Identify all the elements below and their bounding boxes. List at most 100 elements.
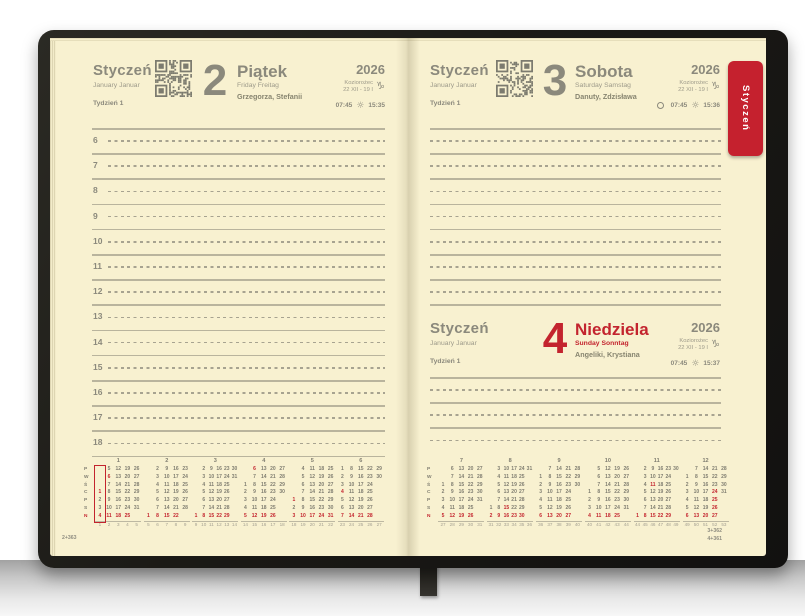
mini-day: 20 <box>556 512 562 519</box>
week-number: 47 <box>658 521 664 527</box>
mini-day <box>278 505 287 513</box>
mini-day: 20 <box>511 489 517 496</box>
mini-day: 22 <box>614 489 620 496</box>
mini-month-3: 3 2 9 16 23 30 3 10 17 24 31 4 11 18 25 5 12 19 26 6 13 20 27 7… <box>191 457 240 529</box>
month-tab-styczen[interactable]: Styczeń <box>728 61 763 156</box>
mini-month-row: 6 13 20 27 <box>338 505 384 513</box>
zodiac-range: 22 XII - 19 I <box>343 86 374 93</box>
mini-day <box>487 497 495 505</box>
mini-day: 7 <box>253 473 256 480</box>
ruled-line <box>430 377 721 379</box>
mini-day: 24 <box>224 473 230 480</box>
weekday-letter: W <box>427 474 432 480</box>
mini-day: 18 <box>216 481 222 488</box>
ruled-line <box>430 203 721 206</box>
mini-month-number: 11 <box>653 458 660 464</box>
week-number: 23 <box>339 521 345 527</box>
mini-day: 15 <box>702 473 709 480</box>
open-pages: Styczeń January Januar Tydzień 1 2 Piąte… <box>50 38 766 556</box>
mini-month-row: 1 8 15 22 29 <box>634 513 680 521</box>
day-name-translations: Sunday Sonntag <box>575 340 629 347</box>
week-number: 9 <box>183 521 187 527</box>
weekday-letter: W <box>84 474 89 480</box>
mini-day: 1 <box>243 481 247 488</box>
week-number: 34 <box>511 521 517 527</box>
week-number: 18 <box>279 521 285 527</box>
mini-day: 27 <box>477 466 483 472</box>
mini-month-number: 6 <box>359 458 363 464</box>
week-number: 14 <box>231 521 238 527</box>
mini-day: 13 <box>503 489 510 496</box>
mini-day <box>231 482 239 490</box>
ruled-line <box>92 354 385 357</box>
zodiac-name: Koziorożec <box>679 338 709 344</box>
mini-week-numbers: 36 37 38 39 40 <box>536 520 583 529</box>
mini-day: 12 <box>348 497 355 504</box>
mini-day: 19 <box>216 489 222 496</box>
mini-day: 4 <box>202 481 206 488</box>
mini-month-row: 4 11 18 25 <box>585 513 631 521</box>
mini-day <box>487 482 495 490</box>
dashed-writing-line <box>108 215 385 218</box>
mini-day <box>672 482 680 490</box>
sunrise-time: 07:45 <box>670 102 688 109</box>
sun-icon: ☼ <box>691 358 700 369</box>
mini-day <box>634 505 642 513</box>
mini-month-row: 7 14 21 28 <box>241 474 287 482</box>
backdrop-shadow <box>0 560 805 616</box>
mini-month-row: 1 8 15 22 <box>144 513 190 521</box>
year-label: 2026 <box>356 62 385 77</box>
mini-day: 14 <box>115 481 122 488</box>
mini-day <box>231 497 239 505</box>
mini-day: 4 <box>301 466 305 472</box>
mini-day: 5 <box>539 504 543 511</box>
week-number: 31 <box>488 521 494 527</box>
mini-month-row: 7 14 21 28 <box>438 474 484 482</box>
qr-code <box>496 60 533 97</box>
mini-day: 2 <box>685 481 689 488</box>
ruled-line <box>430 279 721 281</box>
mini-day: 21 <box>216 504 222 511</box>
mini-day: 28 <box>367 512 373 519</box>
mini-month-number: 12 <box>702 458 709 464</box>
mini-day: 24 <box>565 489 572 496</box>
mini-month-row: 4 11 18 25 <box>95 513 141 521</box>
mini-day: 17 <box>458 497 465 504</box>
week-number: 32 <box>496 521 502 527</box>
mini-day <box>192 489 200 497</box>
mini-day: 27 <box>367 504 373 511</box>
sun-times: 07:45 ☼ 15:36 <box>656 101 720 110</box>
dashed-writing-line <box>108 140 385 142</box>
mini-day: 10 <box>300 512 306 519</box>
mini-month-row: 1 8 15 22 29 <box>192 513 238 521</box>
week-number: 5 <box>147 521 150 527</box>
mini-day: 4 <box>441 504 445 511</box>
mini-day: 30 <box>477 489 483 496</box>
mini-day: 8 <box>548 473 552 480</box>
mini-day: 15 <box>357 466 364 472</box>
sunset-time: 15:36 <box>703 102 720 109</box>
mini-day: 6 <box>202 497 206 504</box>
mini-day: 20 <box>318 481 325 488</box>
mini-day <box>144 497 153 505</box>
mini-day: 4 <box>497 473 501 480</box>
mini-day <box>375 497 384 505</box>
mini-day <box>144 482 153 490</box>
mini-month-row: 5 12 19 26 <box>241 513 287 521</box>
mini-month-grid: 5 12 19 26 6 13 20 27 7 14 21 28 1 8 15 22 29 2 9 16 23 30 3 10… <box>94 465 142 529</box>
week-number: 2 <box>107 521 111 527</box>
mini-day: 8 <box>643 512 647 519</box>
hour-label: 8 <box>93 185 98 196</box>
ruled-line <box>92 178 385 180</box>
mini-day: 24 <box>318 512 325 519</box>
mini-month-row: 7 14 21 28 <box>144 505 190 513</box>
mini-month-row: 1 8 15 22 29 <box>338 466 384 474</box>
mini-month-number: 1 <box>116 458 120 464</box>
mini-day: 8 <box>301 497 305 504</box>
hour-label: 18 <box>93 437 103 448</box>
mini-day: 28 <box>623 481 630 488</box>
day-number: 3 <box>542 56 568 105</box>
mini-day: 13 <box>693 512 700 519</box>
mini-day: 12 <box>503 481 510 488</box>
mini-day: 9 <box>253 489 256 496</box>
